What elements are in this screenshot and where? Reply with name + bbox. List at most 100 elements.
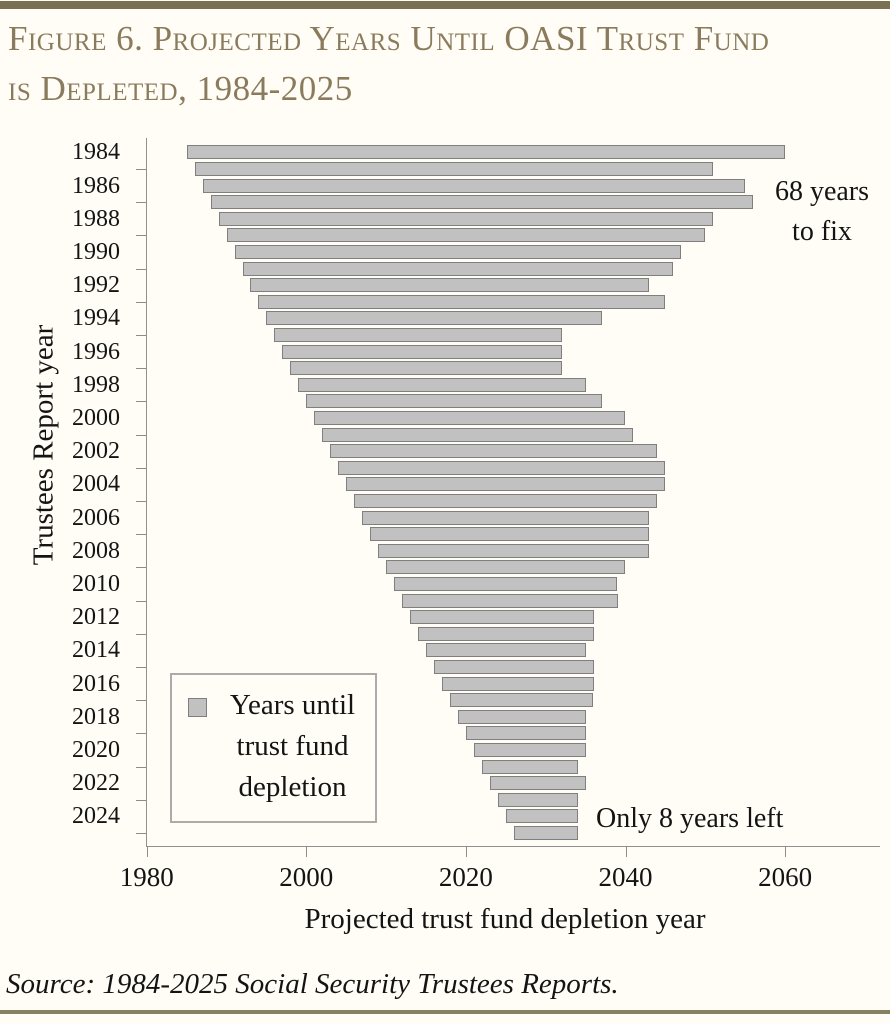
y-axis-tick [136,700,146,702]
bar-1992 [250,278,650,293]
bar-2001 [322,427,634,442]
figure-title-line-2: is Depleted, 1984-2025 [8,69,353,108]
bar-2003 [338,460,666,475]
bar-1995 [274,327,562,342]
bar-1991 [242,261,674,276]
bar-2022 [489,776,586,791]
y-tick-label-2014: 2014 [72,637,120,664]
y-axis-tick [136,268,146,270]
y-tick-label-2010: 2010 [72,570,120,597]
y-tick-label-1984: 1984 [72,139,120,166]
annotation-68-years-to-fix: 68 years to fix [753,172,890,252]
y-axis-tick [136,434,146,436]
bar-2009 [386,560,626,575]
y-tick-label-1990: 1990 [72,238,120,265]
bar-2015 [434,659,594,674]
bar-1999 [306,394,602,409]
bar-2005 [354,493,658,508]
y-axis-tick [136,467,146,469]
bar-2014 [426,643,586,658]
y-tick-label-2022: 2022 [72,770,120,797]
bar-2010 [394,576,618,591]
y-axis-tick [136,500,146,502]
top-rule [0,1,890,9]
y-tick-label-2024: 2024 [72,803,120,830]
chart-legend: Years until trust fund depletion [170,673,377,823]
y-axis-tick [136,235,146,237]
y-axis-tick [136,168,146,170]
y-tick-label-2018: 2018 [72,703,120,730]
bar-2024 [505,809,578,824]
figure-title: Figure 6. Projected Years Until OASI Tru… [8,14,769,114]
x-tick-label-2020: 2020 [438,862,493,892]
bottom-rule [0,1010,890,1014]
bar-2013 [418,626,594,641]
y-tick-label-2020: 2020 [72,736,120,763]
bar-2020 [473,742,586,757]
bar-2017 [449,693,594,708]
bar-2012 [410,610,594,625]
y-tick-label-2012: 2012 [72,604,120,631]
x-axis-title: Projected trust fund depletion year [304,903,706,935]
bar-1990 [234,244,682,259]
y-axis-tick [136,600,146,602]
legend-label-line-2: trust fund [236,730,349,762]
bar-1993 [258,294,666,309]
y-axis-tick [136,733,146,735]
bar-2018 [457,709,586,724]
y-tick-label-2004: 2004 [72,471,120,498]
annotation-68-line-1: 68 years [774,176,870,207]
y-axis-tick [136,766,146,768]
y-axis-tick [136,633,146,635]
bar-1989 [226,228,706,243]
y-axis-tick [136,368,146,370]
y-axis-line [146,138,147,847]
x-axis-tick-2020 [465,846,467,857]
y-tick-label-2016: 2016 [72,670,120,697]
y-axis-tick [136,202,146,204]
x-axis-tick-1980 [146,846,148,857]
x-tick-label-2060: 2060 [758,862,813,892]
x-tick-label-1980: 1980 [119,862,174,892]
legend-label-line-1: Years until [229,689,356,721]
x-tick-label-2040: 2040 [598,862,653,892]
bar-2000 [314,410,626,425]
figure-title-line-1: Figure 6. Projected Years Until OASI Tru… [8,19,770,58]
bar-2006 [362,510,650,525]
y-tick-label-1988: 1988 [72,205,120,232]
x-axis-tick-2040 [625,846,627,857]
annotation-68-line-2: to fix [792,216,852,247]
bar-1986 [202,178,746,193]
y-axis-tick [136,567,146,569]
y-tick-label-1996: 1996 [72,338,120,365]
y-axis-tick [136,534,146,536]
bar-2011 [402,593,618,608]
bar-1998 [298,377,586,392]
bar-1997 [290,361,562,376]
bar-2004 [346,477,666,492]
bar-2002 [330,444,658,459]
annotation-only-8-years-left: Only 8 years left [596,803,784,834]
bar-1984 [186,145,786,160]
y-axis-tick [136,832,146,834]
bar-1996 [282,344,562,359]
bar-2016 [442,676,594,691]
y-tick-label-1994: 1994 [72,305,120,332]
y-axis-tick [136,799,146,801]
bar-1985 [194,161,714,176]
bar-2025 [513,825,578,840]
bar-1994 [266,311,602,326]
y-tick-label-2002: 2002 [72,438,120,465]
x-axis-line [146,846,880,847]
bar-2008 [378,543,650,558]
bar-1987 [210,195,754,210]
legend-label: Years until trust fund depletion [216,685,369,808]
legend-label-line-3: depletion [238,771,347,803]
y-tick-label-1986: 1986 [72,172,120,199]
bar-2007 [370,527,650,542]
y-tick-label-1992: 1992 [72,272,120,299]
bar-chart: Trustees Report year Projected trust fun… [28,138,890,935]
x-axis-tick-2060 [785,846,787,857]
y-axis-tick [136,401,146,403]
